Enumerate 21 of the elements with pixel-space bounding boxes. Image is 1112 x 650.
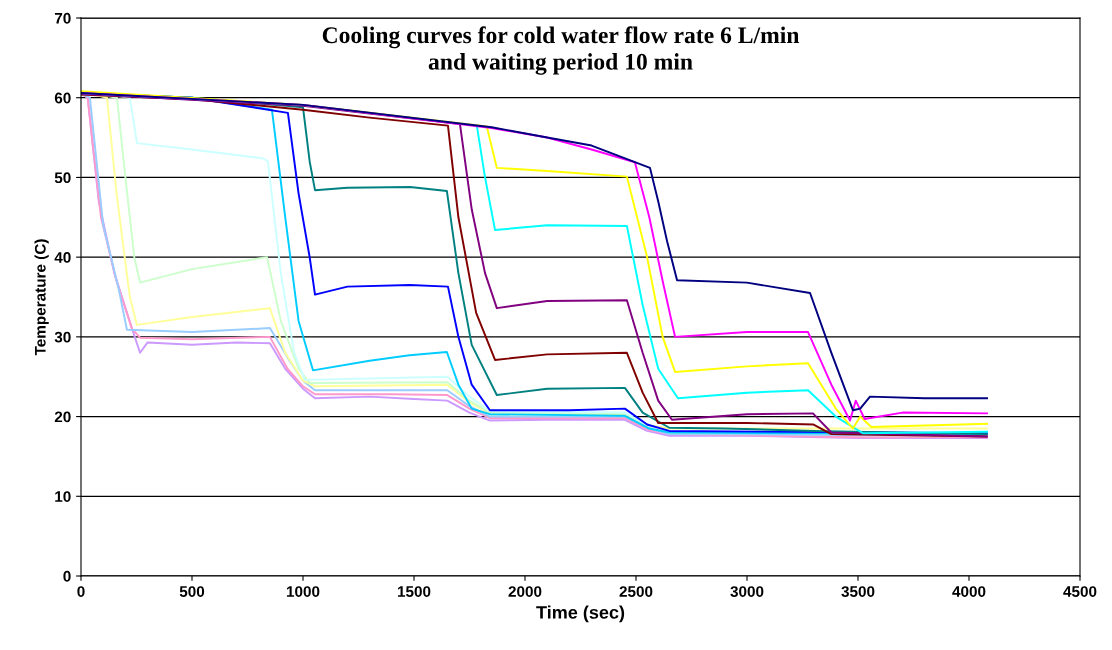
text: Cooling curves for cold water flow rate 6 L/min and waiting period 10 min xyxy=(322,26,800,75)
y-tick-label: 30 xyxy=(54,331,71,343)
y-tick-label: 60 xyxy=(54,92,71,104)
x-tick-label: 1500 xyxy=(397,586,431,597)
y-axis-title: Temperature (C) xyxy=(34,239,49,356)
y-tick-label: 40 xyxy=(54,252,71,263)
x-tick-label: 4500 xyxy=(1063,586,1097,597)
x-tick-label: 3000 xyxy=(730,586,764,597)
x-tick-label: 0 xyxy=(77,586,85,597)
x-tick-label: 2500 xyxy=(619,586,653,597)
y-tick-label: 10 xyxy=(55,491,71,502)
x-tick-label: 500 xyxy=(179,586,205,597)
y-tick-label: 20 xyxy=(54,411,71,423)
y-tick-label: 70 xyxy=(54,12,71,24)
x-tick-label: 2000 xyxy=(508,586,542,597)
x-tick-label: 4000 xyxy=(952,586,986,597)
x-tick-label: 1000 xyxy=(286,586,320,597)
x-tick-label: 3500 xyxy=(841,586,875,597)
y-tick-label: 50 xyxy=(54,172,71,184)
y-tick-label: 0 xyxy=(63,570,71,582)
x-axis-title: Time (sec) xyxy=(536,605,625,623)
